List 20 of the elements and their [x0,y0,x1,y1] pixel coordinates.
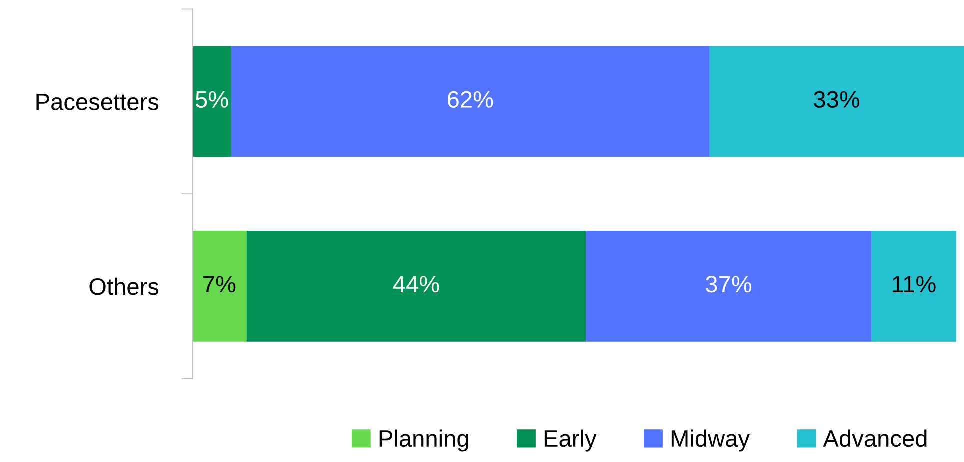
bar [246,231,586,342]
data-label: 37% [706,276,752,293]
bar [871,231,956,342]
data-label: 33% [814,91,860,108]
legend-label: Midway [672,430,750,452]
data-label: 44% [393,276,440,293]
bar [231,46,710,158]
data-label: 5% [196,91,228,108]
legend-label: Advanced [823,430,927,448]
data-label: 62% [448,91,494,108]
bar [192,46,232,158]
bar [192,231,247,342]
legend-label: Early [544,430,597,452]
data-label: 7% [204,276,236,293]
y-tick-label: Pacesetters [36,94,159,110]
legend-label: Planning [380,430,468,452]
y-tick-label: Others [90,278,159,296]
data-label: 11% [892,276,936,293]
bar [710,46,964,158]
bar [586,231,872,342]
